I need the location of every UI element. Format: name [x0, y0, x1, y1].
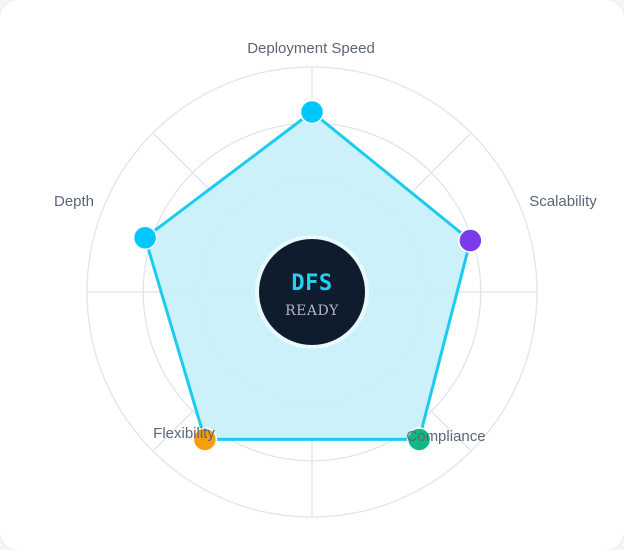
point-depth[interactable] [132, 225, 158, 251]
center-subtitle: READY [285, 303, 339, 319]
radar-points [132, 99, 483, 452]
axis-label-scalability: Scalability [529, 193, 597, 210]
center-title: DFS [291, 271, 332, 296]
radar-labels: Deployment Speed Scalability Compliance Fle… [54, 40, 597, 445]
axis-label-depth: Depth [54, 193, 94, 210]
point-compliance[interactable] [406, 427, 432, 452]
center-badge-circle [259, 239, 365, 345]
point-scalability[interactable] [458, 228, 483, 253]
point-flexibility[interactable] [192, 427, 218, 452]
center-badge: DFS READY [255, 235, 369, 349]
axis-label-compliance: Compliance [406, 428, 485, 445]
axis-label-flexibility: Flexibility [153, 425, 215, 442]
point-deployment-speed[interactable] [299, 99, 325, 125]
axis-label-deployment-speed: Deployment Speed [247, 40, 375, 57]
